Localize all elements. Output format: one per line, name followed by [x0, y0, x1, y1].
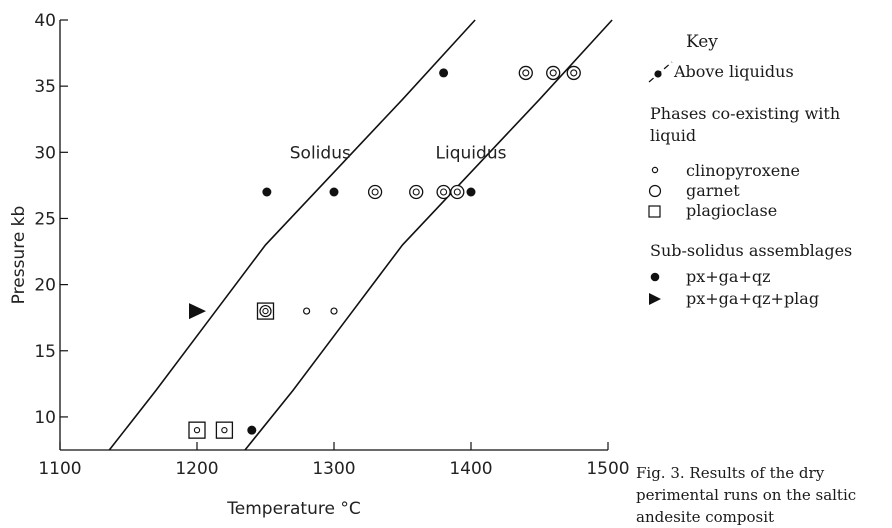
garnet-mark: [409, 184, 424, 200]
small-circle-mark: [221, 427, 228, 434]
square-mark: [215, 421, 234, 439]
inner-ring: [440, 188, 448, 196]
garnet-ring: [259, 304, 272, 318]
filled-circle-mark: [466, 187, 476, 197]
filled-circle-mark: [262, 187, 272, 197]
legend-px-ga-qz-plag: px+ga+qz+plag: [686, 289, 820, 308]
legend: Key Above liquidus Phases co-existing wi…: [636, 0, 892, 526]
solidus-curve: [108, 19, 476, 451]
x-tick-label: 1100: [38, 459, 81, 479]
data-markers: [188, 65, 581, 439]
point-subsolidus-px-ga-qz: [247, 425, 257, 435]
point-subsolidus-px-ga-qz-plag: [189, 303, 206, 320]
garnet-mark: [436, 184, 451, 200]
inner-ring: [412, 188, 420, 196]
inner-ring: [549, 69, 557, 77]
above-liquidus-icon: [648, 61, 673, 83]
point-garnet: [566, 65, 581, 81]
liquidus-curve: [244, 19, 613, 451]
x-tick-label: 1400: [449, 459, 492, 479]
px-ga-qz-icon: [650, 272, 660, 282]
y-tick-label: 30: [34, 143, 56, 163]
filled-circle-mark: [439, 68, 449, 78]
small-circle-mark: [193, 427, 201, 434]
small-circle-mark: [330, 307, 338, 315]
clinopyroxene-icon: [651, 166, 659, 174]
point-subsolidus-px-ga-qz: [329, 187, 339, 197]
point-subsolidus-px-ga-qz: [439, 68, 449, 78]
liquidus-label: Liquidus: [436, 143, 507, 163]
point-clinopyroxene: [330, 307, 338, 315]
x-axis-label: Temperature °C: [226, 499, 360, 519]
curves: [108, 19, 613, 451]
point-clinopyroxene-plagioclase: [188, 421, 206, 439]
filled-circle-mark: [247, 425, 257, 435]
y-tick-label: 10: [34, 408, 56, 428]
point-garnet-plagioclase: [256, 302, 275, 320]
y-tick-label: 40: [34, 11, 56, 31]
labels: Solidus Liquidus: [290, 143, 507, 163]
legend-phases-heading: Phases co-existing with liquid: [650, 104, 841, 145]
y-tick-label: 25: [34, 209, 56, 229]
chart-plot: 10 15 20 25 30 35 40 1100 1200 1300 1400 1500 Temper…: [9, 11, 630, 519]
point-garnet: [546, 65, 561, 81]
triangle-mark: [189, 303, 206, 320]
garnet-mark: [518, 65, 533, 81]
y-axis-label: Pressure kb: [9, 206, 29, 305]
legend-title: Key: [686, 32, 718, 52]
y-tick-label: 35: [34, 77, 56, 97]
figure-caption: Fig. 3. Results of the dry perimental ru…: [636, 464, 857, 526]
point-clinopyroxene-plagioclase: [215, 421, 234, 439]
inner-ring: [570, 69, 578, 77]
px-ga-qz-plag-icon: [649, 293, 661, 305]
x-tick-label: 1500: [586, 459, 629, 479]
y-tick-label: 15: [34, 342, 56, 362]
point-garnet: [367, 184, 383, 200]
point-garnet: [409, 184, 424, 200]
point-subsolidus-px-ga-qz: [466, 187, 476, 197]
garnet-mark: [450, 184, 465, 200]
point-garnet: [450, 184, 465, 200]
point-garnet: [518, 65, 533, 81]
solidus-label: Solidus: [290, 143, 351, 163]
legend-subsolidus-heading: Sub-solidus assemblages: [650, 241, 853, 260]
legend-px-ga-qz: px+ga+qz: [686, 267, 771, 286]
inner-ring: [522, 69, 530, 77]
x-tick-label: 1300: [312, 459, 355, 479]
square-mark: [188, 421, 206, 439]
legend-clinopyroxene: clinopyroxene: [686, 161, 800, 180]
inner-ring: [453, 188, 461, 196]
garnet-mark: [546, 65, 561, 81]
point-subsolidus-px-ga-qz: [262, 187, 272, 197]
garnet-icon: [648, 184, 662, 198]
axes: 10 15 20 25 30 35 40 1100 1200 1300 1400 1500 Temper…: [9, 11, 630, 519]
legend-garnet: garnet: [686, 181, 740, 200]
legend-plagioclase: plagioclase: [686, 201, 778, 220]
point-garnet: [436, 184, 451, 200]
inner-ring: [371, 188, 379, 196]
plagioclase-icon: [648, 205, 661, 218]
garnet-mark: [566, 65, 581, 81]
small-circle-mark: [303, 307, 311, 315]
y-tick-label: 20: [34, 276, 56, 296]
point-clinopyroxene: [303, 307, 311, 315]
x-tick-label: 1200: [175, 459, 218, 479]
filled-circle-mark: [329, 187, 339, 197]
garnet-mark: [367, 184, 383, 200]
legend-above-liquidus: Above liquidus: [674, 62, 794, 81]
inner-ring: [262, 307, 269, 315]
